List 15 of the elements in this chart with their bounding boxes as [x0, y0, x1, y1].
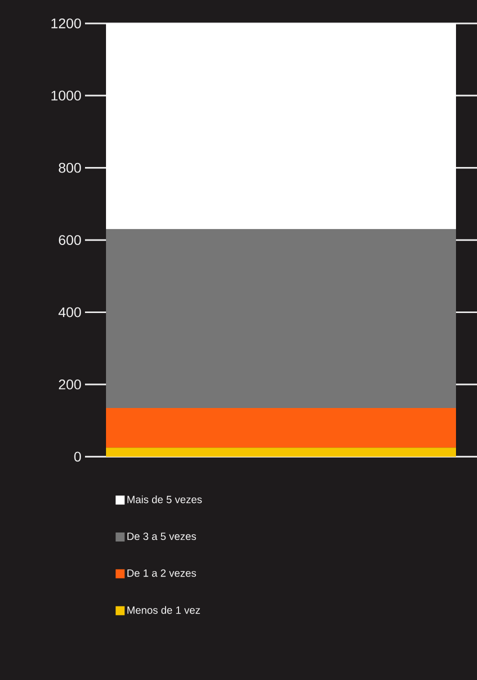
- legend-label: De 1 a 2 vezes: [127, 569, 196, 577]
- bar: [106, 23, 456, 230]
- bar: [106, 448, 456, 457]
- legend-label: Mais de 5 vezes: [127, 496, 202, 504]
- y-tick-label: 800: [58, 162, 81, 173]
- y-tick-label: 400: [58, 307, 81, 318]
- y-tick-label: 200: [58, 380, 81, 390]
- legend-label: Menos de 1 vez: [127, 606, 200, 614]
- bar: [106, 408, 456, 448]
- legend-label: De 3 a 5 vezes: [127, 532, 196, 540]
- y-tick-label: 0: [74, 452, 81, 462]
- bar: [106, 229, 456, 408]
- y-tick-label: 1200: [52, 18, 81, 28]
- y-tick-label: 1000: [52, 90, 81, 101]
- y-tick-label: 600: [58, 235, 81, 245]
